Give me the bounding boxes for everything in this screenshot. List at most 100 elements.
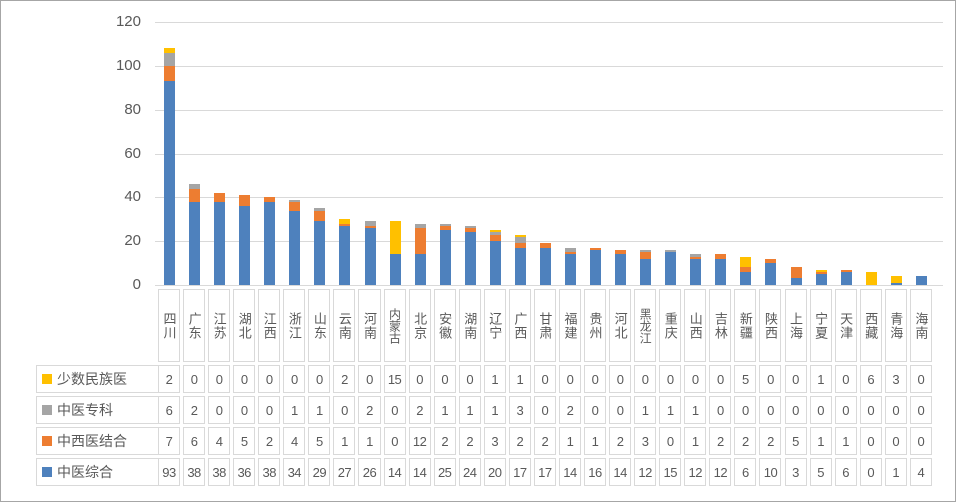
category-label-cell: 黑龙江: [634, 289, 657, 362]
table-value-cell: 0: [208, 396, 231, 424]
bar-segment-中医专科: [439, 223, 451, 226]
table-value-cell: 2: [533, 427, 556, 455]
bar-segment-中医专科: [189, 184, 201, 189]
table-value-cell: 6: [834, 458, 857, 486]
table-value-cell: 2: [358, 396, 381, 424]
table-value-cell: 0: [283, 365, 306, 393]
category-label: 湖北: [236, 311, 252, 340]
table-value-cell: 1: [508, 365, 531, 393]
bar-segment-中医综合: [364, 228, 376, 285]
table-value-cell: 93: [158, 458, 181, 486]
table-value-cell: 34: [283, 458, 306, 486]
bar-segment-中医专科: [514, 236, 526, 244]
bar-segment-中医专科: [414, 223, 426, 229]
legend-swatch-中医综合: [42, 467, 52, 477]
table-value-cell: 6: [734, 458, 757, 486]
category-label-cell: 福建: [558, 289, 581, 362]
table-value-cell: 0: [734, 396, 757, 424]
table-value-cell: 2: [183, 396, 206, 424]
table-value-cell: 0: [208, 365, 231, 393]
bar-segment-中西医结合: [289, 201, 301, 211]
category-label-cell: 内蒙古: [383, 289, 406, 362]
bar-segment-中西医结合: [790, 267, 802, 279]
table-value-cell: 0: [884, 396, 907, 424]
bar-segment-中医专科: [665, 249, 677, 253]
table-value-cell: 14: [609, 458, 632, 486]
category-label: 四川: [161, 311, 177, 340]
category-label: 甘肃: [537, 311, 553, 340]
bar-segment-中医专科: [690, 254, 702, 257]
bar-segment-中医综合: [690, 258, 702, 285]
table-value-cell: 1: [458, 396, 481, 424]
category-label: 天津: [838, 311, 854, 340]
bar-segment-中医综合: [665, 252, 677, 285]
bar-segment-中西医结合: [640, 252, 652, 259]
category-label-cell: 湖北: [233, 289, 256, 362]
table-value-cell: 0: [533, 396, 556, 424]
bar-segment-中医专科: [464, 225, 476, 229]
category-label: 贵州: [587, 311, 603, 340]
category-label: 新疆: [737, 311, 753, 340]
table-value-cell: 2: [734, 427, 757, 455]
bar-segment-中医综合: [414, 254, 426, 285]
table-value-cell: 3: [784, 458, 807, 486]
category-label-cell: 青海: [884, 289, 907, 362]
series-name: 中医专科: [57, 402, 113, 418]
bar-segment-中西医结合: [615, 249, 627, 255]
series-legend-cell: 中西医结合: [36, 427, 160, 455]
category-label-cell: 四川: [158, 289, 181, 362]
table-value-cell: 0: [609, 396, 632, 424]
table-value-cell: 1: [659, 396, 682, 424]
gridline-60: [155, 153, 943, 155]
category-label-cell: 上海: [784, 289, 807, 362]
table-value-cell: 12: [408, 427, 431, 455]
table-value-cell: 0: [584, 396, 607, 424]
table-value-cell: 7: [158, 427, 181, 455]
series-legend-cell: 少数民族医: [36, 365, 160, 393]
table-value-cell: 1: [308, 396, 331, 424]
table-value-cell: 0: [859, 427, 882, 455]
table-value-cell: 0: [759, 396, 782, 424]
bar-segment-中医综合: [264, 201, 276, 285]
bar-segment-少数民族医: [164, 48, 176, 53]
table-value-cell: 15: [659, 458, 682, 486]
table-value-cell: 10: [759, 458, 782, 486]
bar-segment-中医综合: [915, 276, 927, 285]
bar-segment-中医综合: [615, 254, 627, 285]
category-label: 河南: [361, 311, 377, 340]
gridline-120: [155, 22, 943, 24]
table-value-cell: 6: [158, 396, 181, 424]
category-label-cell: 海南: [909, 289, 932, 362]
table-value-cell: 0: [859, 396, 882, 424]
table-value-cell: 14: [383, 458, 406, 486]
table-value-cell: 3: [508, 396, 531, 424]
bar-segment-中医专科: [164, 52, 176, 66]
bar-segment-中医综合: [840, 271, 852, 285]
table-value-cell: 16: [584, 458, 607, 486]
bar-segment-中西医结合: [414, 228, 426, 255]
table-value-cell: 5: [308, 427, 331, 455]
y-axis-tick-label: 20: [124, 232, 141, 250]
category-label: 广东: [186, 311, 202, 340]
table-value-cell: 0: [784, 365, 807, 393]
series-name: 少数民族医: [57, 371, 127, 387]
table-value-cell: 14: [558, 458, 581, 486]
bar-segment-中医综合: [189, 201, 201, 285]
category-label: 浙江: [286, 311, 302, 340]
table-value-cell: 4: [208, 427, 231, 455]
category-label: 福建: [562, 311, 578, 340]
gridline-40: [155, 197, 943, 199]
table-value-cell: 0: [584, 365, 607, 393]
category-label-cell: 山东: [308, 289, 331, 362]
table-value-cell: 0: [383, 427, 406, 455]
category-label-cell: 湖南: [458, 289, 481, 362]
bar-segment-中西医结合: [715, 254, 727, 259]
table-value-cell: 5: [784, 427, 807, 455]
bar-segment-中西医结合: [539, 243, 551, 248]
table-value-cell: 5: [809, 458, 832, 486]
table-value-cell: 0: [308, 365, 331, 393]
y-axis-tick-label: 120: [115, 13, 141, 31]
bar-segment-中医综合: [464, 232, 476, 285]
table-value-cell: 2: [558, 396, 581, 424]
table-value-cell: 0: [358, 365, 381, 393]
